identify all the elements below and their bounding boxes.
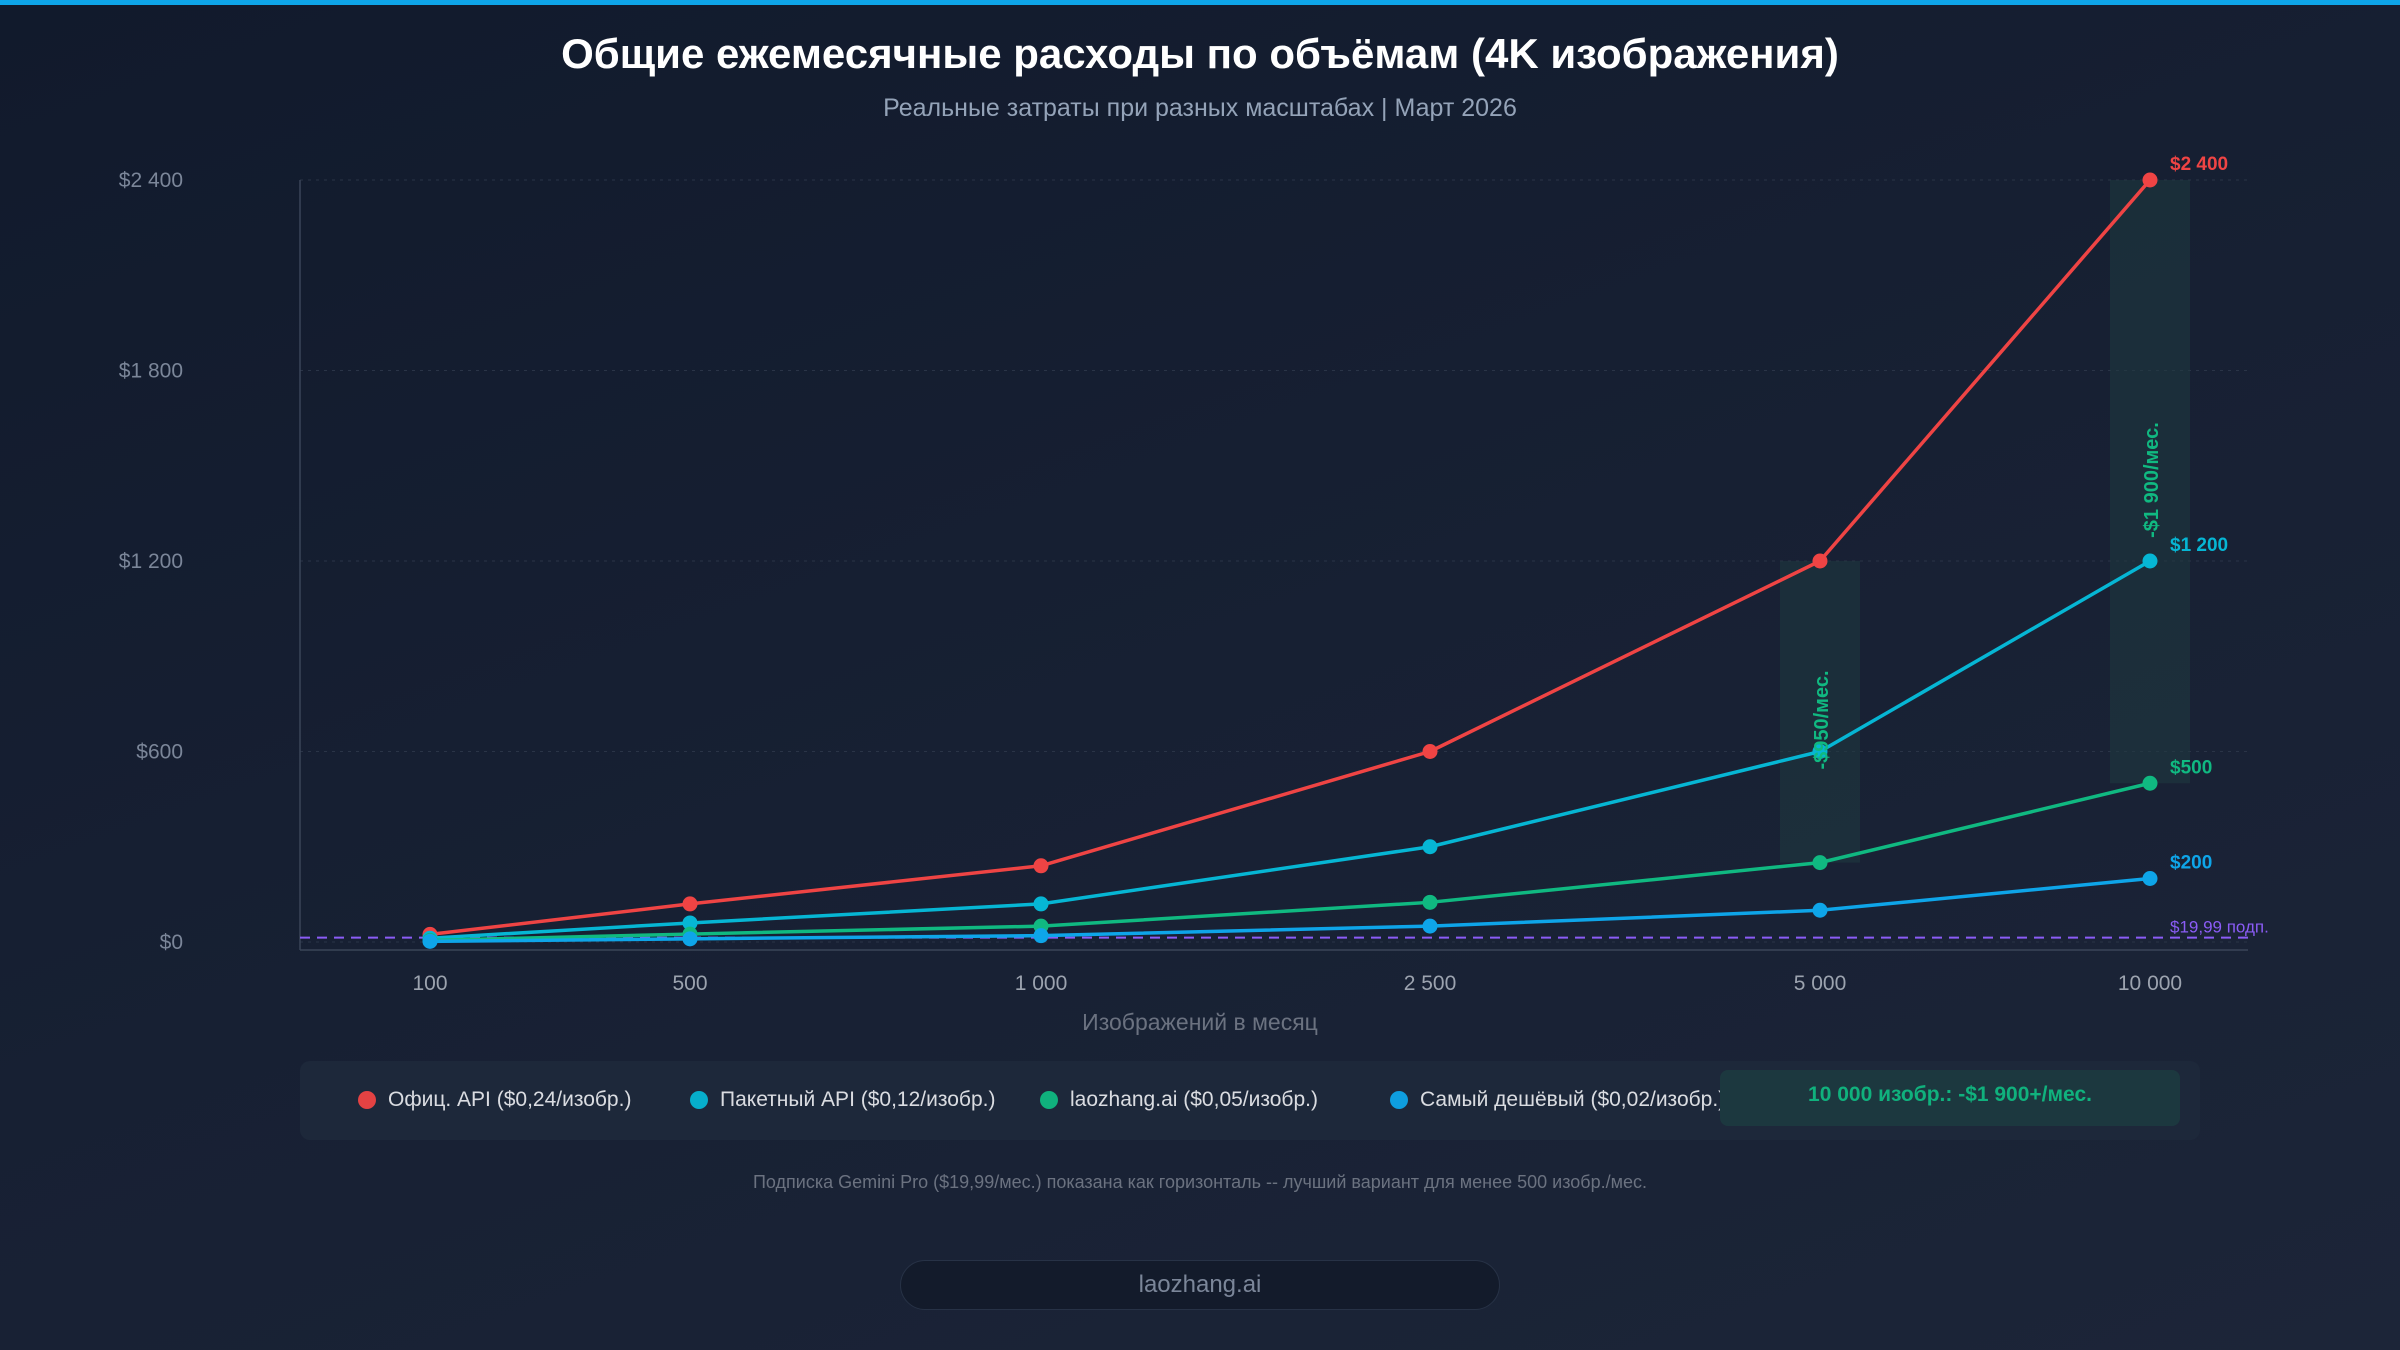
brand-link[interactable]: laozhang.ai xyxy=(900,1260,1500,1310)
series-line xyxy=(429,178,2152,937)
y-tick-label: $2 400 xyxy=(119,169,183,192)
data-point xyxy=(1033,858,1049,874)
legend-dot xyxy=(690,1091,708,1109)
y-tick-label: $0 xyxy=(160,931,183,954)
savings-badge: 10 000 изобр.: -$1 900+/мес. xyxy=(1720,1070,2180,1126)
data-point xyxy=(1422,839,1438,855)
footnote: Подписка Gemini Pro ($19,99/мес.) показа… xyxy=(752,1172,1647,1192)
data-point xyxy=(1422,744,1438,759)
data-point xyxy=(1422,918,1438,934)
legend: Офиц. API ($0,24/изобр.) Пакетный API ($… xyxy=(300,1061,2200,1140)
data-point xyxy=(1422,894,1438,910)
x-axis-title: Изображений в месяц xyxy=(1082,1009,1318,1035)
data-point xyxy=(682,931,698,947)
legend-label: laozhang.ai ($0,05/изобр.) xyxy=(1070,1088,1318,1111)
legend-dot xyxy=(1390,1091,1408,1109)
x-tick-label: 500 xyxy=(672,972,707,995)
legend-label: Самый дешёвый ($0,02/изобр.) xyxy=(1420,1088,1726,1111)
series-line xyxy=(429,559,2151,940)
y-tick-label: $1 200 xyxy=(119,550,183,573)
series-line xyxy=(429,781,2151,943)
legend-item: Пакетный API ($0,12/изобр.) xyxy=(690,1088,995,1112)
top-accent-bar xyxy=(0,0,2400,5)
data-point xyxy=(1033,928,1049,944)
data-point xyxy=(682,915,698,931)
legend-item: Офиц. API ($0,24/изобр.) xyxy=(358,1088,631,1112)
data-point xyxy=(682,896,698,912)
series-line xyxy=(429,876,2151,944)
legend-dot xyxy=(1040,1091,1058,1109)
chart-title: Общие ежемесячные расходы по объёмам (4K… xyxy=(561,30,1839,77)
data-point xyxy=(1812,553,1828,569)
savings-annotation: -$1 900/мес. xyxy=(2141,422,2163,538)
end-value-label: $500 xyxy=(2170,757,2212,778)
end-value-label: $1 200 xyxy=(2170,535,2228,556)
data-point xyxy=(1033,896,1049,912)
legend-dot xyxy=(358,1091,376,1109)
data-point xyxy=(1812,902,1828,918)
x-tick-label: 10 000 xyxy=(2118,972,2182,995)
data-point xyxy=(1812,855,1828,871)
x-tick-label: 5 000 xyxy=(1794,972,1847,995)
legend-label: Офиц. API ($0,24/изобр.) xyxy=(388,1088,632,1111)
legend-item: Самый дешёвый ($0,02/изобр.) xyxy=(1390,1088,1725,1112)
data-point xyxy=(1812,744,1828,759)
y-tick-label: $600 xyxy=(136,741,183,764)
data-point xyxy=(2142,553,2158,569)
subscription-label: $19,99 подп. xyxy=(2170,918,2269,937)
savings-band xyxy=(1780,561,1860,863)
end-value-label: $200 xyxy=(2170,853,2212,874)
savings-annotation: -$950/мес. xyxy=(1811,670,1833,769)
x-tick-label: 100 xyxy=(412,972,447,995)
data-point xyxy=(422,933,438,949)
data-point xyxy=(2142,775,2158,791)
chart-subtitle: Реальные затраты при разных масштабах | … xyxy=(883,94,1517,122)
legend-label: Пакетный API ($0,12/изобр.) xyxy=(720,1088,996,1111)
end-value-label: $2 400 xyxy=(2170,154,2228,175)
data-point xyxy=(2142,172,2158,188)
legend-item: laozhang.ai ($0,05/изобр.) xyxy=(1040,1088,1318,1112)
x-tick-label: 2 500 xyxy=(1404,972,1457,995)
x-tick-label: 1 000 xyxy=(1015,972,1068,995)
data-point xyxy=(2142,871,2158,886)
y-tick-label: $1 800 xyxy=(119,360,183,383)
savings-band xyxy=(2110,180,2190,784)
